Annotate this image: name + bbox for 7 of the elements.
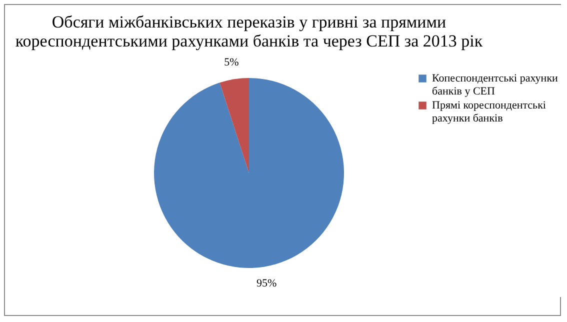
pie-slice — [154, 78, 344, 268]
data-label: 95% — [256, 278, 277, 290]
chart-title: Обсяги міжбанківських переказів у гривні за прямими кореспондентськими рахунками банків та через СЕП за 2013 рік — [15, 12, 484, 50]
data-label: 5% — [224, 56, 239, 68]
legend-label: Копеспондентські рахунки банків у СЕП — [432, 72, 558, 98]
legend-label: Прямі кореспондентські рахунки банків — [432, 100, 546, 124]
pie-slice — [220, 78, 249, 173]
